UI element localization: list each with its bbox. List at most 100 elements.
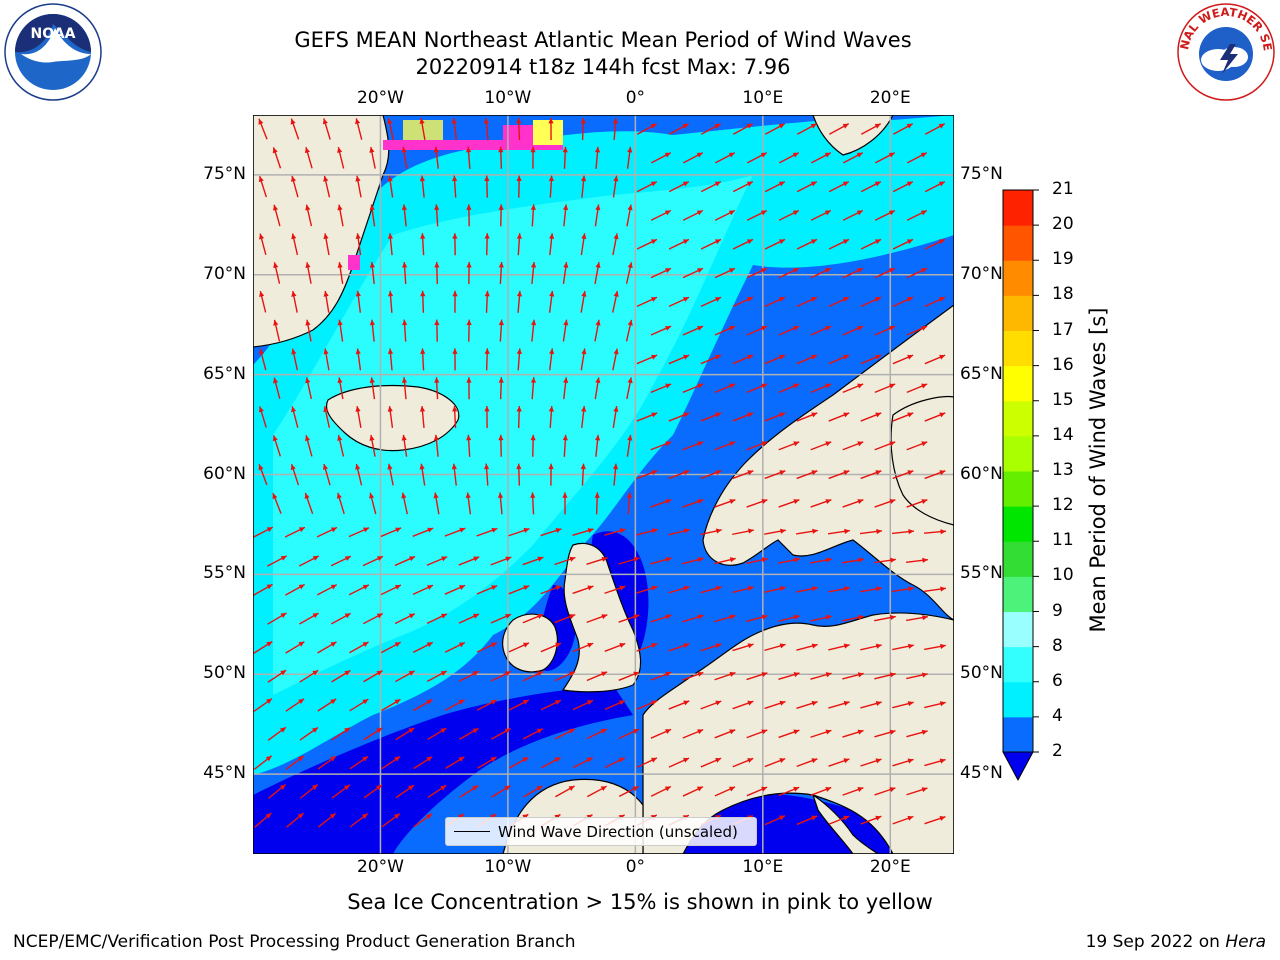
wave-direction-arrow — [732, 643, 754, 652]
wave-direction-arrow — [746, 499, 768, 508]
wave-direction-arrow — [452, 405, 458, 429]
sea-ice-note: Sea Ice Concentration > 15% is shown in … — [347, 890, 933, 914]
wave-direction-arrow — [530, 377, 537, 400]
wave-direction-arrow — [668, 470, 690, 480]
wave-direction-arrow — [764, 528, 786, 535]
y-tick-label-right: 45°N — [960, 763, 1003, 784]
wave-direction-arrow — [548, 175, 554, 198]
wave-direction-arrow — [349, 698, 369, 712]
wave-direction-arrow — [516, 117, 522, 141]
wave-direction-arrow — [476, 527, 498, 537]
wave-direction-arrow — [299, 669, 319, 683]
wave-direction-arrow — [548, 405, 555, 429]
wave-direction-arrow — [714, 325, 736, 336]
wave-direction-arrow — [498, 377, 504, 400]
footer-date: 19 Sep 2022 on Hera — [1086, 932, 1266, 952]
wave-direction-arrow — [380, 584, 402, 596]
wave-direction-arrow — [604, 757, 626, 769]
x-tick-label-top: 20°E — [869, 88, 911, 108]
wave-direction-arrow — [259, 290, 267, 313]
wave-direction-arrow — [484, 348, 490, 371]
wave-direction-arrow — [906, 729, 928, 738]
wave-direction-arrow — [530, 492, 536, 515]
wave-direction-arrow — [562, 204, 569, 227]
wave-direction-arrow — [427, 727, 447, 741]
wave-direction-arrow — [714, 267, 736, 279]
wave-direction-arrow — [355, 175, 362, 198]
colorbar — [1002, 189, 1039, 782]
wave-direction-arrow — [349, 641, 369, 654]
wave-direction-arrow — [420, 233, 426, 256]
colorbar-segment — [1003, 330, 1033, 367]
wave-direction-arrow — [924, 180, 946, 193]
wave-direction-arrow — [874, 499, 896, 508]
wave-direction-arrow — [484, 290, 490, 313]
wave-direction-arrow — [746, 441, 768, 451]
wave-direction-arrow — [395, 784, 415, 799]
wave-direction-arrow — [253, 698, 273, 712]
wave-direction-arrow — [924, 815, 946, 825]
y-tick-label-left: 60°N — [203, 463, 246, 484]
wave-direction-arrow — [604, 585, 626, 594]
wave-direction-arrow — [810, 441, 832, 451]
wave-direction-arrow — [548, 290, 555, 313]
wave-direction-arrow — [906, 615, 928, 622]
wave-direction-arrow — [892, 354, 914, 365]
wave-direction-arrow — [810, 267, 832, 279]
colorbar-tick-label: 18 — [1052, 284, 1074, 305]
wave-direction-arrow — [764, 470, 786, 480]
wave-direction-arrow — [796, 815, 818, 826]
wave-direction-arrow — [924, 470, 946, 480]
colorbar-tick-label: 21 — [1052, 179, 1074, 199]
x-tick-label-bottom: 10°E — [742, 857, 784, 877]
wave-direction-arrow — [322, 118, 331, 140]
wave-direction-arrow — [508, 585, 530, 595]
wave-direction-arrow — [508, 699, 530, 711]
colorbar-tick-label: 4 — [1052, 705, 1063, 726]
colorbar-tick-label: 15 — [1052, 389, 1074, 410]
wave-direction-arrow — [700, 412, 722, 422]
wave-direction-arrow — [778, 729, 800, 739]
wave-direction-arrow — [650, 325, 672, 336]
wave-direction-arrow — [253, 526, 274, 538]
wave-direction-arrow — [714, 671, 736, 681]
ocean-6-8s-band — [273, 175, 753, 695]
colorbar-tick-label: 2 — [1052, 741, 1063, 761]
wave-direction-arrow — [860, 470, 882, 480]
wave-direction-arrow — [267, 669, 287, 683]
footer-host: Hera — [1225, 932, 1266, 952]
wave-direction-arrow — [337, 204, 344, 227]
wave-direction-arrow — [322, 463, 331, 486]
wave-direction-arrow — [626, 377, 633, 400]
wave-direction-arrow — [337, 146, 345, 169]
wave-direction-arrow — [682, 614, 704, 623]
wave-direction-arrow — [434, 261, 440, 285]
wave-direction-arrow — [572, 528, 594, 537]
wave-direction-arrow — [369, 146, 376, 169]
wave-direction-arrow — [466, 261, 472, 285]
wave-direction-arrow — [764, 700, 786, 710]
wave-direction-arrow — [636, 238, 658, 250]
wave-direction-arrow — [842, 787, 864, 796]
wave-direction-arrow — [394, 555, 416, 567]
wave-direction-arrow — [387, 406, 394, 428]
y-tick-label-left: 75°N — [203, 163, 246, 184]
wave-direction-arrow — [625, 262, 633, 284]
wave-direction-arrow — [626, 204, 633, 227]
wave-direction-arrow — [924, 296, 946, 307]
wave-direction-arrow — [732, 238, 754, 250]
wave-direction-arrow — [594, 434, 601, 457]
wave-direction-arrow — [299, 784, 319, 799]
wave-direction-arrow — [337, 319, 344, 342]
wave-direction-arrow — [668, 296, 690, 307]
wave-direction-arrow — [490, 670, 512, 682]
wave-direction-arrow — [458, 670, 480, 682]
wave-direction-arrow — [682, 499, 704, 508]
wave-direction-arrow — [650, 499, 672, 508]
wave-direction-arrow — [700, 296, 722, 307]
wave-direction-arrow — [540, 642, 562, 653]
wave-direction-arrow — [258, 175, 268, 198]
wave-direction-arrow — [433, 492, 440, 515]
wave-direction-arrow — [842, 325, 864, 336]
wave-direction-arrow — [498, 261, 504, 285]
